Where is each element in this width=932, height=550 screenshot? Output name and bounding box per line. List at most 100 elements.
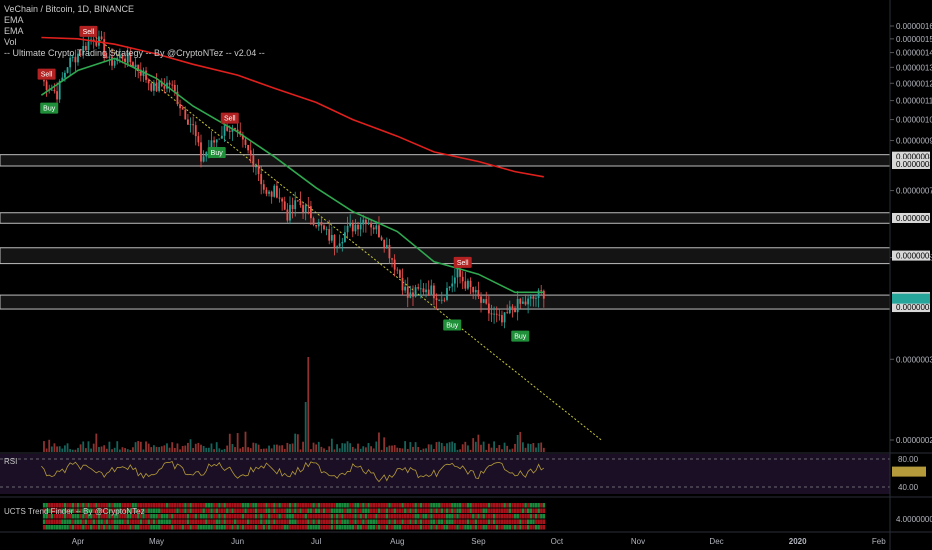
trend-finder-cell <box>215 525 219 530</box>
trend-finder-cell <box>249 525 253 530</box>
trend-finder-cell <box>205 514 208 519</box>
trend-finder-cell <box>281 519 284 524</box>
trend-finder-cell <box>453 519 457 524</box>
trend-finder-cell <box>472 503 475 508</box>
trend-finder-cell <box>202 503 205 508</box>
trend-finder-cell <box>142 525 145 530</box>
trend-finder-cell <box>312 508 315 513</box>
trend-finder-cell <box>451 503 454 508</box>
trend-finder-cell <box>537 525 540 530</box>
legend-strategy[interactable]: -- Ultimate Crypto Trading Strategy -- B… <box>4 48 265 58</box>
candle-body <box>176 91 179 105</box>
candle-body <box>265 189 268 194</box>
trend-finder-cell <box>359 514 362 519</box>
candle-body <box>304 205 307 213</box>
trend-finder-cell <box>419 503 423 508</box>
candle-body <box>370 222 373 228</box>
trend-finder-cell <box>262 519 266 524</box>
trend-finder-cell <box>328 525 331 530</box>
legend-symbol[interactable]: VeChain / Bitcoin, 1D, BINANCE <box>4 4 135 14</box>
trend-finder-cell <box>299 503 302 508</box>
trend-finder-cell <box>184 519 187 524</box>
trend-finder-cell <box>424 519 428 524</box>
volume-bar <box>341 443 344 452</box>
trend-finder-cell <box>320 514 323 519</box>
volume-bar <box>247 447 250 452</box>
trend-finder-cell <box>66 519 69 524</box>
candle-body <box>412 292 414 297</box>
trend-finder-cell <box>84 519 88 524</box>
trend-finder-cell <box>199 514 203 519</box>
trend-finder-cell <box>254 503 258 508</box>
trend-finder-label[interactable]: UCTS Trend Finder -- By @CryptoNTez <box>4 507 145 516</box>
trend-finder-cell <box>247 525 250 530</box>
volume-bar <box>103 445 106 452</box>
trend-finder-cell <box>210 503 213 508</box>
volume-bar <box>262 448 265 452</box>
trend-finder-cell <box>254 514 258 519</box>
legend-ema-2[interactable]: EMA <box>4 26 24 36</box>
trend-finder-cell <box>482 508 485 513</box>
trend-finder-cell <box>186 514 190 519</box>
trend-finder-cell <box>409 503 412 508</box>
trend-finder-cell <box>158 525 161 530</box>
trend-finder-cell <box>152 508 156 513</box>
trend-finder-cell <box>299 525 302 530</box>
legend-ema-1[interactable]: EMA <box>4 15 24 25</box>
zone-price-tag <box>892 159 930 169</box>
trend-finder-cell <box>189 525 192 530</box>
candle-body <box>105 56 108 58</box>
zone-price-label: 0.00000052 <box>896 252 932 261</box>
candle-body <box>464 281 467 289</box>
trend-finder-cell <box>199 519 203 524</box>
trend-finder-cell <box>388 514 391 519</box>
candle-body <box>532 296 535 299</box>
trend-finder-cell <box>79 508 82 513</box>
trend-finder-cell <box>524 525 527 530</box>
trend-finder-cell <box>87 503 90 508</box>
trend-finder-cell <box>404 519 407 524</box>
trend-finder-cell <box>411 514 415 519</box>
trend-finder-cell <box>89 525 93 530</box>
trend-finder-cell <box>220 519 224 524</box>
volume-bar <box>234 447 236 452</box>
legend-vol[interactable]: Vol <box>4 37 17 47</box>
trend-finder-cell <box>527 508 530 513</box>
candle-body <box>467 280 469 289</box>
rsi-label[interactable]: RSI <box>4 457 18 466</box>
trend-finder-cell <box>249 519 253 524</box>
trend-finder-cell <box>103 508 106 513</box>
trend-finder-cell <box>493 503 496 508</box>
trend-finder-cell <box>160 503 164 508</box>
trend-finder-cell <box>453 503 457 508</box>
trend-finder-cell <box>435 519 438 524</box>
trend-finder-cell <box>401 514 404 519</box>
trend-finder-cell <box>184 503 187 508</box>
volume-bar <box>354 448 357 452</box>
volume-bar <box>171 442 174 452</box>
trend-finder-cell <box>228 525 232 530</box>
trend-finder-cell <box>129 519 132 524</box>
trend-finder-cell <box>220 508 224 513</box>
candle-body <box>226 125 229 131</box>
trend-finder-cell <box>534 508 538 513</box>
trend-finder-cell <box>380 519 383 524</box>
trend-finder-cell <box>307 503 310 508</box>
candle-body <box>189 124 192 126</box>
trend-finder-cell <box>493 525 496 530</box>
trend-finder-cell <box>364 519 368 524</box>
trend-finder-cell <box>212 514 216 519</box>
trend-finder-cell <box>144 514 148 519</box>
trend-finder-cell <box>341 503 344 508</box>
candle-body <box>187 119 189 125</box>
trend-finder-cell <box>375 503 378 508</box>
volume-bar <box>409 442 412 452</box>
trend-finder-cell <box>228 514 232 519</box>
trend-finder-cell <box>370 514 373 519</box>
trend-finder-cell <box>466 525 470 530</box>
trend-finder-cell <box>278 514 281 519</box>
trend-finder-cell <box>521 525 525 530</box>
trend-finder-cell <box>160 514 164 519</box>
trend-finder-cell <box>482 525 485 530</box>
